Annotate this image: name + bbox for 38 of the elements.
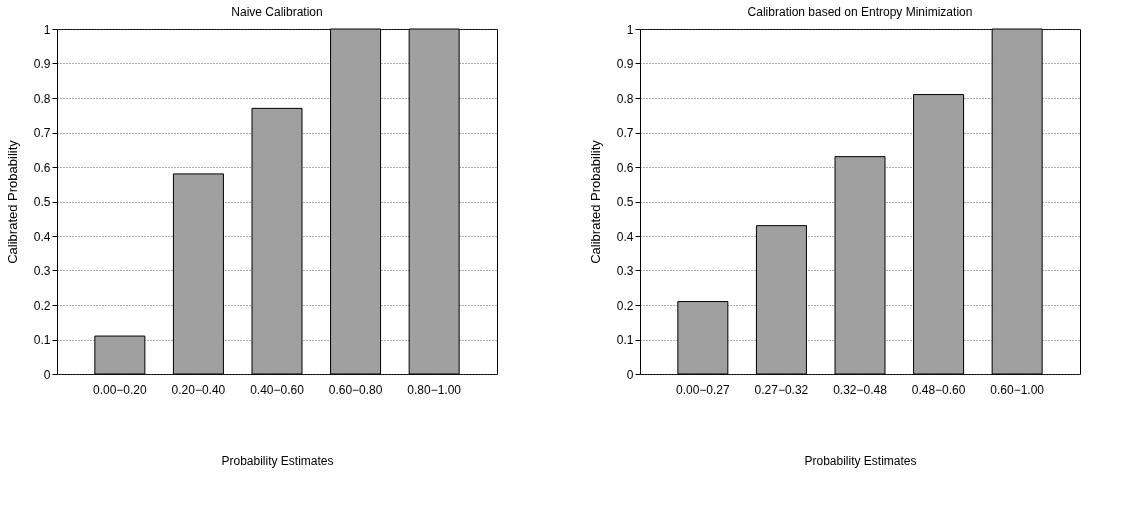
y-axis-title: Calibrated Probability bbox=[587, 139, 603, 264]
y-tick-label: 0.7 bbox=[616, 126, 634, 140]
x-tick-label: 0.27−0.32 bbox=[754, 382, 809, 397]
y-tick-label: 0.7 bbox=[33, 126, 51, 140]
y-tick-label: 0.2 bbox=[33, 298, 51, 313]
x-axis-title: Probability Estimates bbox=[804, 453, 917, 468]
y-tick-label: 0.5 bbox=[33, 195, 51, 209]
y-tick-label: 0.1 bbox=[33, 333, 51, 347]
x-tick-label: 0.60−1.00 bbox=[990, 382, 1045, 397]
y-axis-title: Calibrated Probability bbox=[4, 139, 20, 264]
y-tick-label: 0.9 bbox=[33, 57, 51, 71]
y-tick-label: 0 bbox=[43, 367, 51, 382]
chart-title: Naive Calibration bbox=[231, 5, 323, 19]
y-tick-label: 0.6 bbox=[33, 160, 51, 175]
x-tick-label: 0.40−0.60 bbox=[250, 382, 305, 397]
y-tick-label: 0.8 bbox=[33, 91, 51, 106]
y-tick-label: 0.3 bbox=[33, 264, 51, 278]
x-tick-label: 0.20−0.40 bbox=[171, 382, 226, 397]
y-tick-label: 0.6 bbox=[616, 160, 634, 175]
chart-title: Calibration based on Entropy Minimization bbox=[747, 5, 973, 19]
x-tick-label: 0.00−0.20 bbox=[93, 382, 148, 397]
y-tick-label: 0.4 bbox=[616, 229, 634, 244]
y-tick-label: 0 bbox=[626, 367, 634, 382]
y-tick-label: 1 bbox=[626, 22, 634, 37]
x-tick-label: 0.48−0.60 bbox=[911, 382, 966, 397]
y-tick-label: 0.9 bbox=[616, 57, 634, 71]
y-tick-label: 0.4 bbox=[33, 229, 51, 244]
y-tick-label: 0.2 bbox=[616, 298, 634, 313]
x-tick-label: 0.00−0.27 bbox=[676, 382, 731, 397]
x-tick-label: 0.32−0.48 bbox=[833, 382, 888, 397]
x-tick-label: 0.80−1.00 bbox=[407, 382, 462, 397]
x-tick-label: 0.60−0.80 bbox=[328, 382, 383, 397]
y-tick-label: 0.3 bbox=[616, 264, 634, 278]
x-axis-title: Probability Estimates bbox=[221, 453, 334, 468]
y-tick-label: 0.8 bbox=[616, 91, 634, 106]
y-tick-label: 0.5 bbox=[616, 195, 634, 209]
y-tick-label: 1 bbox=[43, 22, 51, 37]
y-tick-label: 0.1 bbox=[616, 333, 634, 347]
